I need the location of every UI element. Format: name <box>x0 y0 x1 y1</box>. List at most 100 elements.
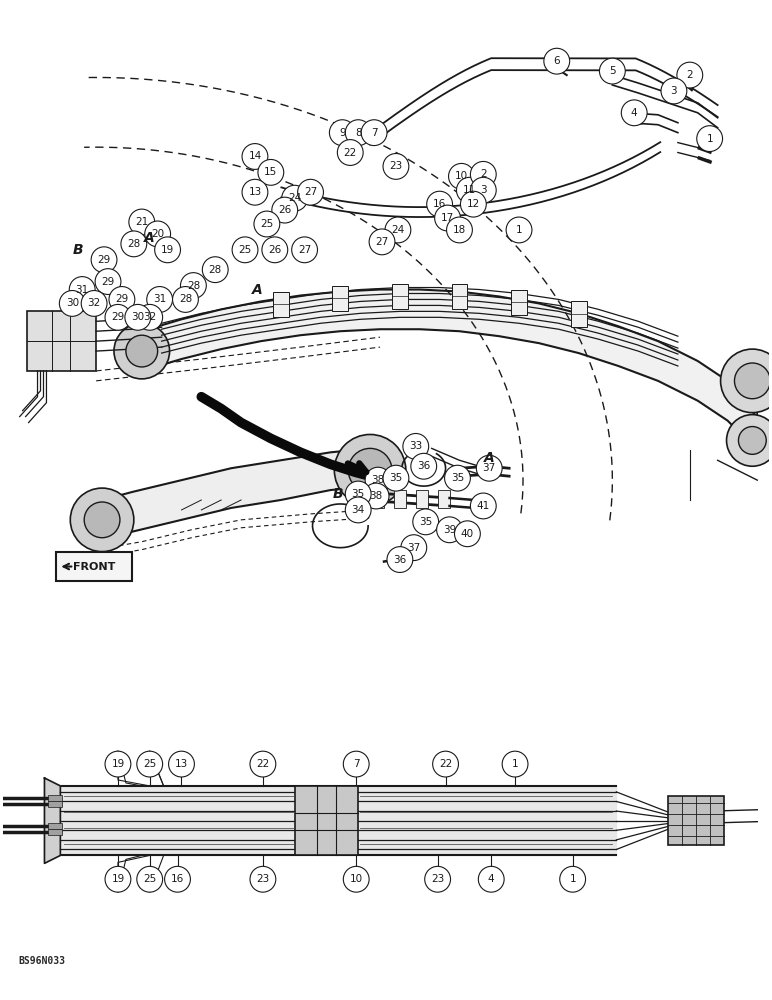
Text: 1: 1 <box>706 134 713 144</box>
Circle shape <box>84 502 120 538</box>
Circle shape <box>661 78 687 104</box>
Text: A: A <box>252 283 262 297</box>
Text: 25: 25 <box>260 219 273 229</box>
Circle shape <box>456 177 482 203</box>
Bar <box>392 284 408 309</box>
Circle shape <box>298 179 323 205</box>
Text: 28: 28 <box>179 294 192 304</box>
Bar <box>49 801 63 807</box>
Text: 7: 7 <box>371 128 378 138</box>
Circle shape <box>435 205 460 231</box>
Text: B: B <box>73 243 83 257</box>
Text: 3: 3 <box>480 185 486 195</box>
Bar <box>511 290 527 315</box>
Bar <box>571 301 587 327</box>
Text: 3: 3 <box>671 86 677 96</box>
Circle shape <box>697 126 723 152</box>
Circle shape <box>164 866 191 892</box>
Circle shape <box>506 217 532 243</box>
Text: 1: 1 <box>569 874 576 884</box>
Bar <box>26 311 96 371</box>
Bar <box>49 823 63 829</box>
Circle shape <box>599 58 625 84</box>
Circle shape <box>720 349 772 413</box>
Text: 36: 36 <box>393 555 407 565</box>
Circle shape <box>470 177 496 203</box>
Text: 1: 1 <box>512 759 518 769</box>
Text: 31: 31 <box>153 294 166 304</box>
Text: 21: 21 <box>135 217 148 227</box>
Polygon shape <box>102 448 370 540</box>
Text: 23: 23 <box>256 874 269 884</box>
Circle shape <box>250 866 276 892</box>
Text: 38: 38 <box>370 491 383 501</box>
Text: 26: 26 <box>268 245 282 255</box>
Circle shape <box>129 209 154 235</box>
Circle shape <box>470 161 496 187</box>
Circle shape <box>432 751 459 777</box>
Text: 28: 28 <box>208 265 222 275</box>
Text: 38: 38 <box>371 475 384 485</box>
Text: A: A <box>144 231 155 245</box>
Bar <box>668 796 723 845</box>
Circle shape <box>292 237 317 263</box>
Bar <box>333 286 348 311</box>
Text: 28: 28 <box>187 281 200 291</box>
Text: 20: 20 <box>151 229 164 239</box>
Text: 6: 6 <box>554 56 560 66</box>
Text: 37: 37 <box>407 543 421 553</box>
Text: 27: 27 <box>375 237 388 247</box>
Text: 25: 25 <box>143 759 157 769</box>
Bar <box>372 490 384 508</box>
Bar <box>394 490 406 508</box>
Circle shape <box>125 304 151 330</box>
Text: 30: 30 <box>131 312 144 322</box>
Circle shape <box>137 866 163 892</box>
Circle shape <box>250 751 276 777</box>
Text: BS96N033: BS96N033 <box>19 956 66 966</box>
Circle shape <box>445 465 470 491</box>
Text: 14: 14 <box>249 151 262 161</box>
Circle shape <box>95 269 121 294</box>
Circle shape <box>401 535 427 561</box>
Circle shape <box>242 144 268 169</box>
Circle shape <box>114 323 170 379</box>
Circle shape <box>446 217 472 243</box>
Circle shape <box>154 237 181 263</box>
Text: 22: 22 <box>344 148 357 158</box>
Circle shape <box>449 163 474 189</box>
Text: 32: 32 <box>87 298 100 308</box>
Bar <box>273 292 289 317</box>
Bar <box>438 490 449 508</box>
Circle shape <box>363 483 389 509</box>
Text: 29: 29 <box>111 312 124 322</box>
Circle shape <box>330 120 355 146</box>
Circle shape <box>383 465 409 491</box>
Circle shape <box>361 120 387 146</box>
Text: 16: 16 <box>171 874 185 884</box>
Circle shape <box>365 467 391 493</box>
Text: 5: 5 <box>609 66 616 76</box>
Circle shape <box>105 751 130 777</box>
Circle shape <box>621 100 647 126</box>
Text: 4: 4 <box>631 108 638 118</box>
Bar <box>49 795 63 801</box>
Text: 35: 35 <box>351 489 365 499</box>
Text: 4: 4 <box>488 874 495 884</box>
Text: 39: 39 <box>443 525 456 535</box>
Circle shape <box>345 481 371 507</box>
Text: 37: 37 <box>482 463 496 473</box>
Bar <box>416 490 428 508</box>
Circle shape <box>344 751 369 777</box>
Circle shape <box>369 229 395 255</box>
Text: 17: 17 <box>441 213 454 223</box>
Text: 26: 26 <box>278 205 291 215</box>
Circle shape <box>272 197 298 223</box>
Bar <box>49 829 63 835</box>
Circle shape <box>739 427 767 454</box>
Text: 28: 28 <box>127 239 141 249</box>
Text: 22: 22 <box>256 759 269 769</box>
Text: 27: 27 <box>304 187 317 197</box>
Circle shape <box>121 231 147 257</box>
Circle shape <box>105 866 130 892</box>
